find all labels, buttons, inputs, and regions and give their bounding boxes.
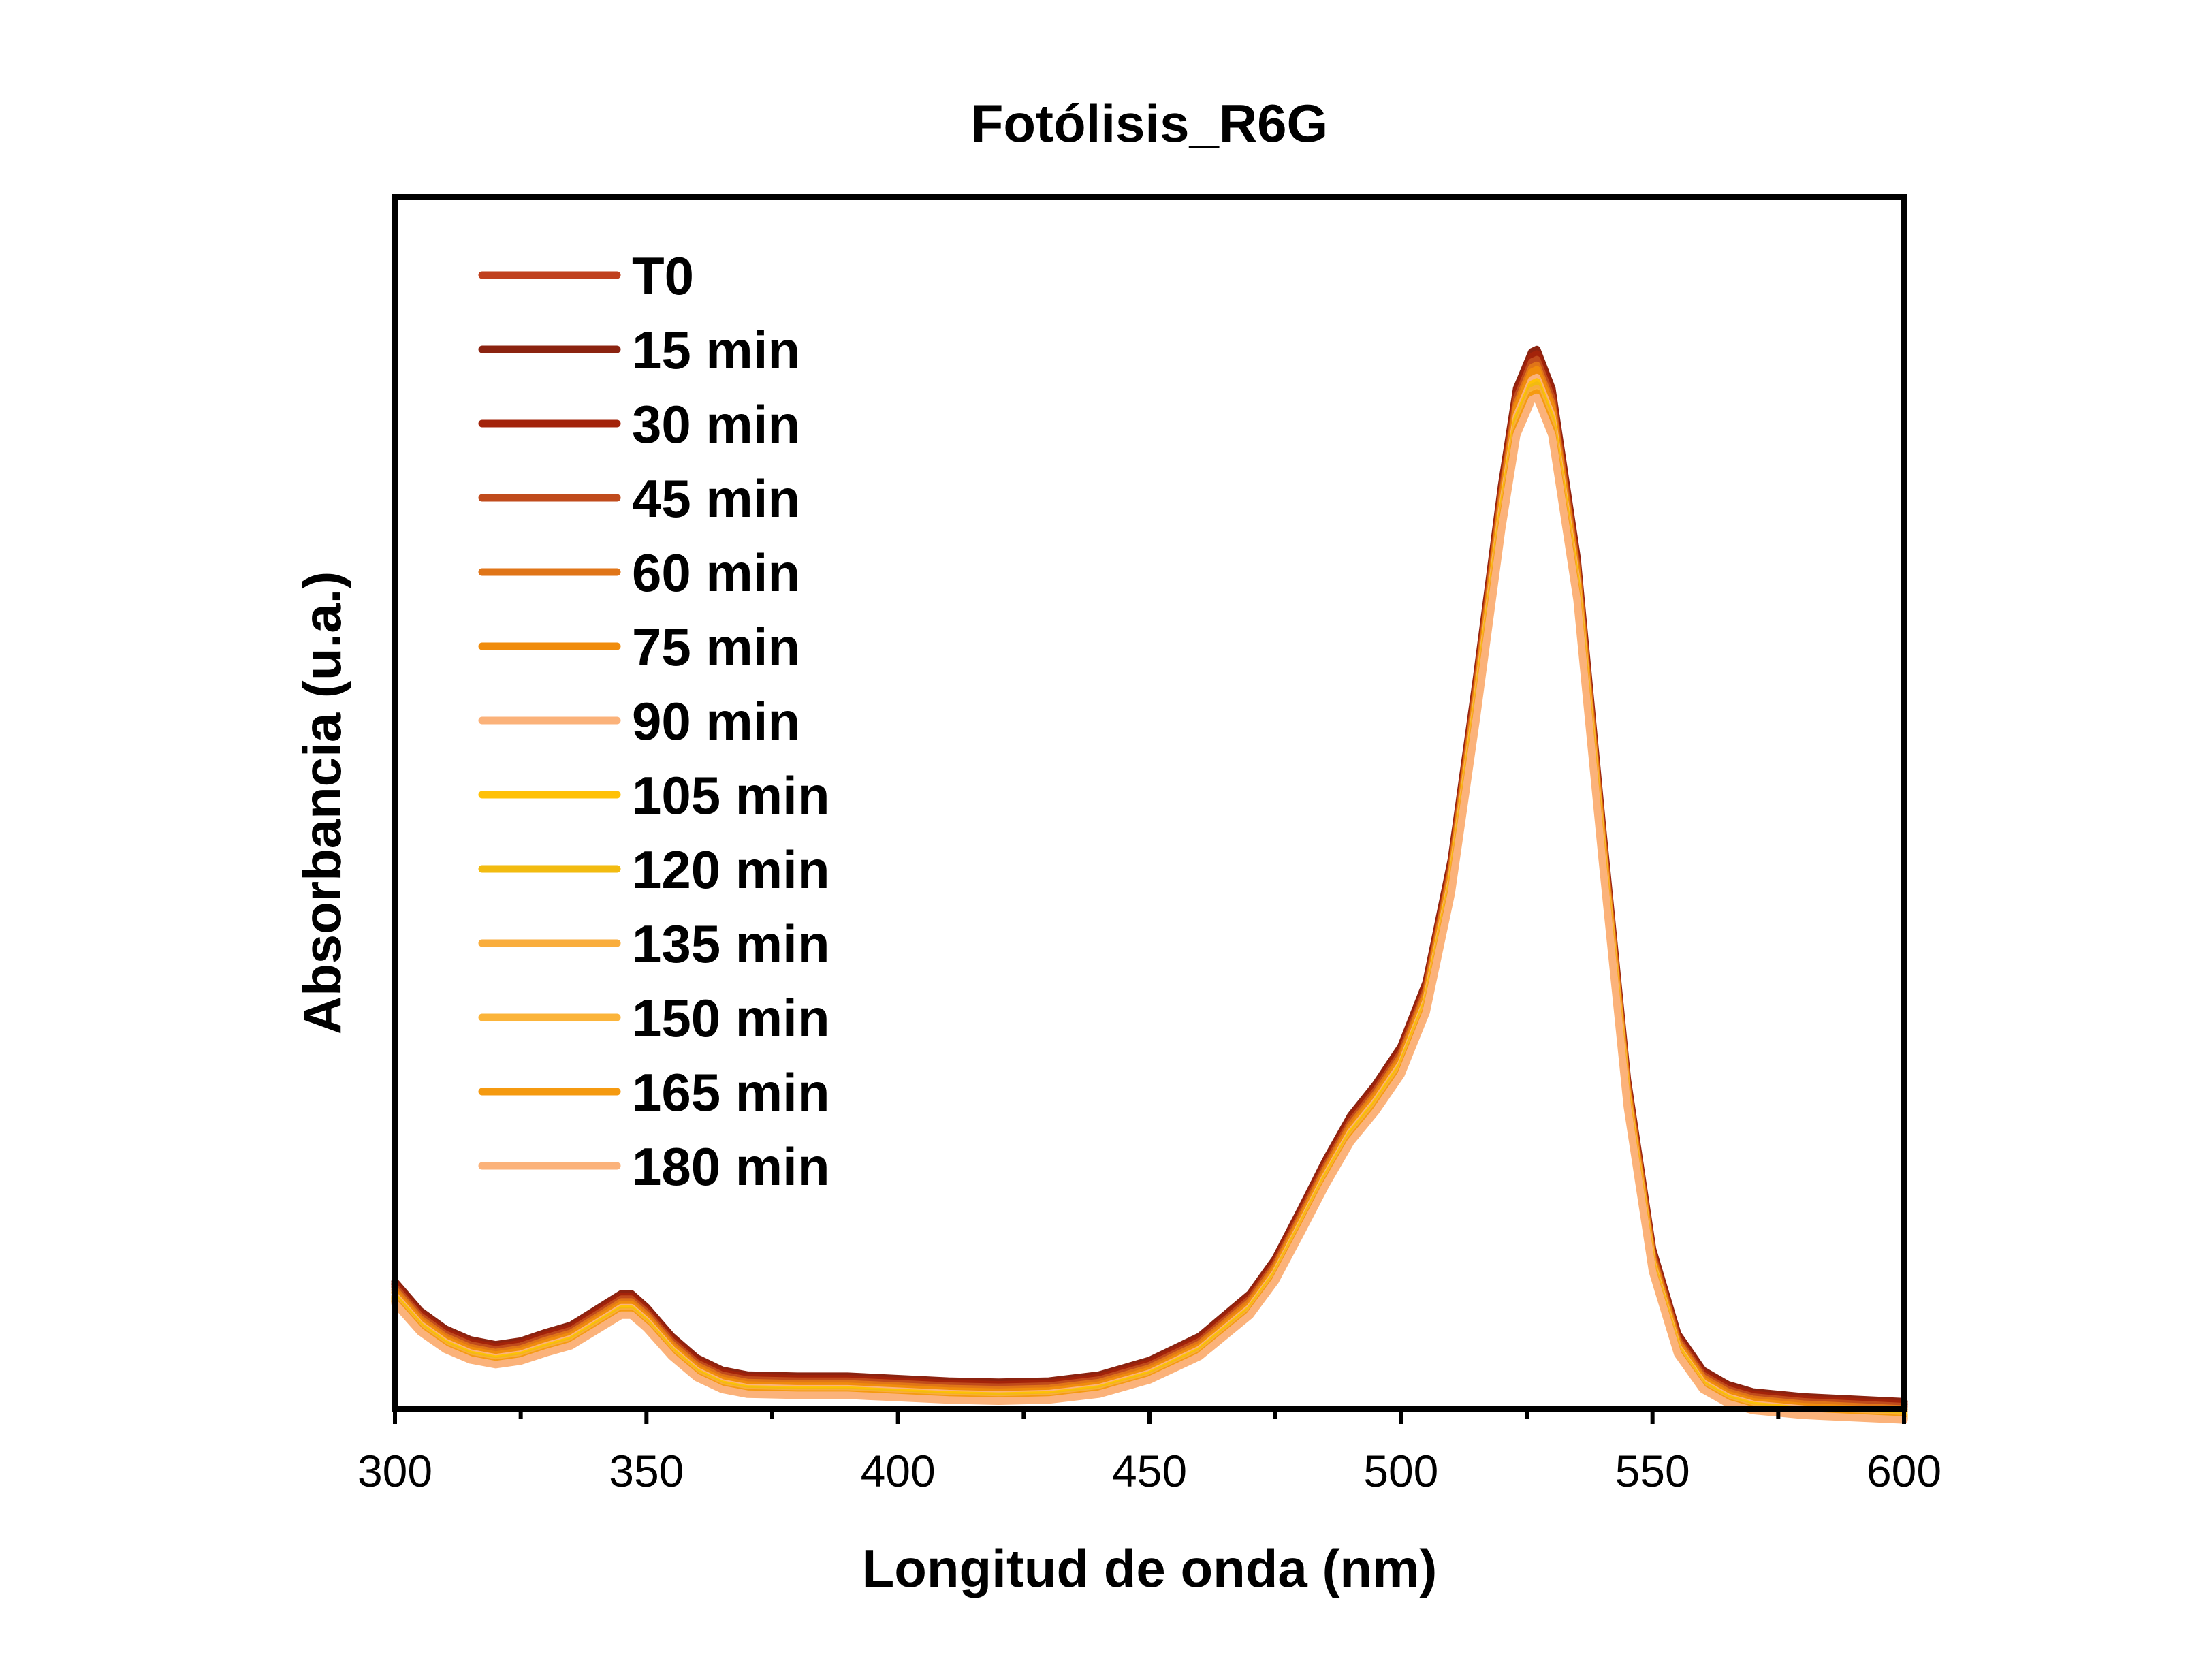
- series-line-7: [391, 378, 1908, 1419]
- series-line-5: [391, 366, 1908, 1416]
- legend-label-5: 75 min: [632, 617, 800, 677]
- series-layer: [391, 345, 1908, 1424]
- legend-label-6: 90 min: [632, 691, 800, 751]
- legend-label-11: 165 min: [632, 1062, 829, 1122]
- x-axis-label: Longitud de onda (nm): [862, 1538, 1438, 1598]
- chart-title: Fotólisis_R6G: [971, 93, 1328, 153]
- legend-label-3: 45 min: [632, 469, 800, 528]
- x-ticks: 300 350 400 450 500 550 600: [358, 1409, 1941, 1496]
- x-tick-label: 500: [1363, 1446, 1438, 1496]
- x-tick-label: 450: [1112, 1446, 1187, 1496]
- x-tick-label: 300: [358, 1446, 432, 1496]
- series-line-0: [391, 348, 1908, 1408]
- legend-label-12: 180 min: [632, 1137, 829, 1196]
- series-line-8: [391, 381, 1908, 1421]
- legend-label-0: T0: [632, 246, 694, 306]
- series-line-6: [391, 373, 1908, 1418]
- series-line-2: [391, 350, 1908, 1408]
- x-tick-label: 550: [1615, 1446, 1690, 1496]
- series-line-1: [391, 345, 1908, 1406]
- legend: T0 15 min 30 min 45 min 60 min 75 min 90 min 10…: [478, 246, 829, 1196]
- legend-label-10: 150 min: [632, 988, 829, 1048]
- legend-label-1: 15 min: [632, 320, 800, 380]
- y-axis-label: Absorbancia (u.a.): [292, 571, 352, 1034]
- legend-label-2: 30 min: [632, 394, 800, 454]
- series-line-9: [391, 385, 1908, 1422]
- legend-label-4: 60 min: [632, 543, 800, 603]
- x-tick-label: 350: [609, 1446, 684, 1496]
- legend-label-9: 135 min: [632, 914, 829, 974]
- legend-label-7: 105 min: [632, 765, 829, 825]
- series-line-12: [391, 393, 1908, 1424]
- series-line-10: [391, 388, 1908, 1423]
- series-line-4: [391, 361, 1908, 1413]
- series-line-11: [391, 389, 1908, 1423]
- x-tick-label: 400: [861, 1446, 936, 1496]
- x-tick-label: 600: [1867, 1446, 1941, 1496]
- plot-frame: [392, 194, 1907, 1412]
- legend-label-8: 120 min: [632, 840, 829, 900]
- series-line-3: [391, 355, 1908, 1410]
